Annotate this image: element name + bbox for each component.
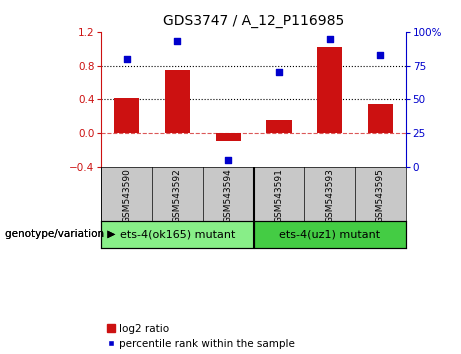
Point [174,39,181,44]
Point [326,36,333,41]
Point [225,157,232,163]
Text: ets-4(uz1) mutant: ets-4(uz1) mutant [279,229,380,239]
Text: genotype/variation ▶: genotype/variation ▶ [5,229,115,239]
Legend: log2 ratio, percentile rank within the sample: log2 ratio, percentile rank within the s… [106,324,295,349]
Point [377,52,384,58]
Text: GSM543590: GSM543590 [122,169,131,223]
Text: GSM543591: GSM543591 [274,169,284,223]
Point [275,69,283,75]
Bar [165,70,190,133]
Bar [317,47,342,133]
Bar [101,221,254,248]
Point [123,56,130,62]
Bar [216,133,241,141]
Text: GSM543595: GSM543595 [376,169,385,223]
Bar [368,104,393,133]
Text: genotype/variation ▶: genotype/variation ▶ [5,229,115,239]
Bar [266,120,291,133]
Bar [254,221,406,248]
Bar [114,98,140,133]
Text: GSM543594: GSM543594 [224,169,233,223]
Text: GSM543593: GSM543593 [325,169,334,223]
Title: GDS3747 / A_12_P116985: GDS3747 / A_12_P116985 [163,14,344,28]
Text: GSM543592: GSM543592 [173,169,182,223]
Text: ets-4(ok165) mutant: ets-4(ok165) mutant [120,229,235,239]
